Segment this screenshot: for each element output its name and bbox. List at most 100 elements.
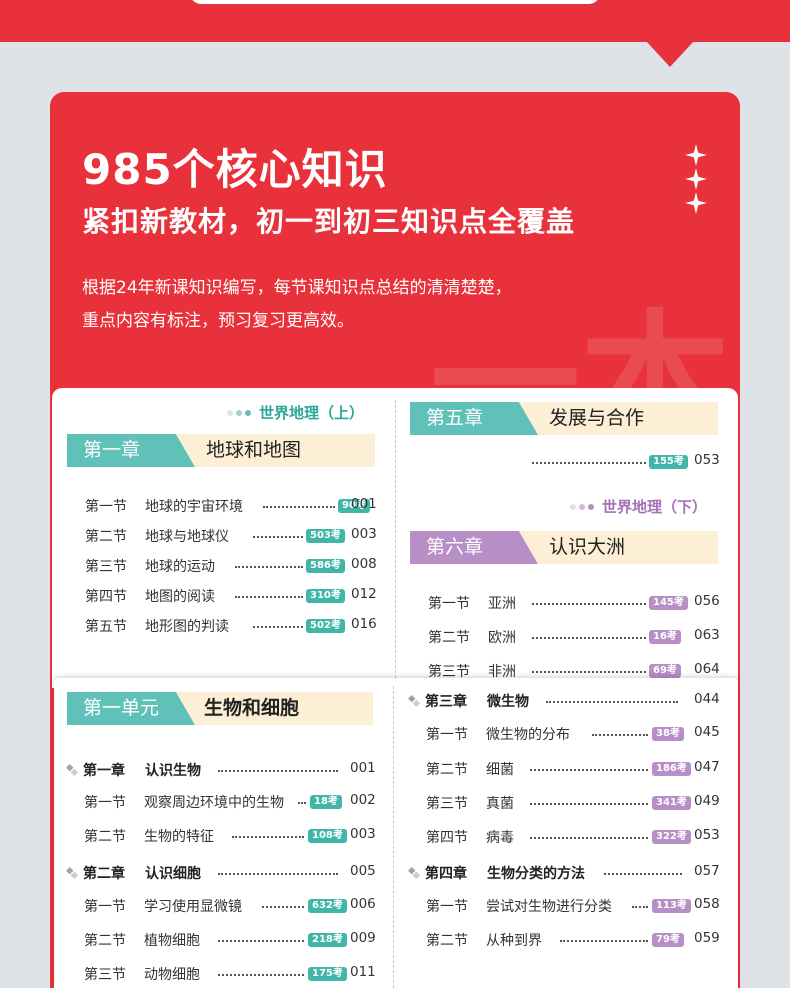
section-name: 植物细胞 <box>144 933 200 949</box>
description-line: 根据24年新课知识编写，每节课知识点总结的清清楚楚， <box>82 278 512 298</box>
dot-leader <box>632 906 648 908</box>
chapter-name: 微生物 <box>487 694 529 710</box>
section-label-geo-down: 世界地理（下） <box>570 496 707 517</box>
page-number: 045 <box>694 724 720 740</box>
section-number: 第二节 <box>428 630 470 646</box>
chapter-row[interactable]: 第二章 认识细胞 005 <box>66 863 376 885</box>
section-name: 微生物的分布 <box>486 727 570 743</box>
page-number: 044 <box>694 691 720 707</box>
page-number: 064 <box>694 661 720 677</box>
dot-leader <box>253 536 303 538</box>
toc-row[interactable]: 第四节 地图的阅读 310考 012 <box>85 586 377 608</box>
page-number: 047 <box>694 759 720 775</box>
chapter-tag: 第六章 <box>410 531 538 564</box>
toc-row[interactable]: 第三节 非洲 69考 064 <box>428 661 720 683</box>
section-number: 第一节 <box>84 899 126 915</box>
toc-row[interactable]: 第一节 地球的宇宙环境 90考 001 <box>85 496 377 518</box>
chapter-header: 第一章 地球和地图 <box>67 434 375 467</box>
toc-row[interactable]: 第一节 尝试对生物进行分类 113考 058 <box>426 896 720 918</box>
section-number: 第三节 <box>85 559 127 575</box>
sparkle-icon <box>685 168 707 190</box>
dot-leader <box>546 701 678 703</box>
toc-row[interactable]: 第一节 观察周边环境中的生物 18考 002 <box>84 792 376 814</box>
headline-description: 根据24年新课知识编写，每节课知识点总结的清清楚楚， 重点内容有标注，预习复习更… <box>82 272 512 338</box>
toc-row[interactable]: 第二节 欧洲 16考 063 <box>428 627 720 649</box>
toc-row[interactable]: 第三节 动物细胞 175考 011 <box>84 964 376 986</box>
toc-row[interactable]: 第四节 病毒 322考 053 <box>426 827 720 849</box>
exam-badge: 90考 <box>338 499 370 513</box>
chapter-number: 第一章 <box>83 763 125 779</box>
section-name: 动物细胞 <box>144 967 200 983</box>
section-name: 欧洲 <box>488 630 516 646</box>
diamond-icon <box>408 695 421 708</box>
chapter-title: 认识大洲 <box>549 536 626 558</box>
geography-toc-panel: 世界地理（上） 第一章 地球和地图 第一节 地球的宇宙环境 90考 001 第二… <box>52 388 738 688</box>
section-name: 亚洲 <box>488 596 516 612</box>
exam-badge: 186考 <box>652 762 691 776</box>
sparkle-icon <box>685 192 707 214</box>
diamond-icon <box>66 867 79 880</box>
section-number: 第二节 <box>85 529 127 545</box>
section-name: 观察周边环境中的生物 <box>144 795 284 811</box>
unit-header: 第一单元 生物和细胞 <box>67 692 373 725</box>
toc-row[interactable]: 155考 053 <box>428 452 720 474</box>
page-number: 009 <box>350 930 376 946</box>
chapter-number: 第三章 <box>425 694 467 710</box>
toc-row[interactable]: 第二节 从种到界 79考 059 <box>426 930 720 952</box>
chapter-name: 认识生物 <box>145 763 201 779</box>
page-number: 003 <box>351 526 377 542</box>
dot-leader <box>530 769 648 771</box>
chapter-row[interactable]: 第三章 微生物 044 <box>408 691 720 713</box>
toc-row[interactable]: 第一节 学习使用显微镜 632考 006 <box>84 896 376 918</box>
exam-badge: 79考 <box>652 933 684 947</box>
page-number: 053 <box>694 452 720 468</box>
toc-row[interactable]: 第二节 细菌 186考 047 <box>426 759 720 781</box>
toc-row[interactable]: 第二节 植物细胞 218考 009 <box>84 930 376 952</box>
toc-row[interactable]: 第一节 微生物的分布 38考 045 <box>426 724 720 746</box>
section-name: 地球的运动 <box>145 559 215 575</box>
chapter-row[interactable]: 第一章 认识生物 001 <box>66 760 376 782</box>
exam-badge: 503考 <box>306 529 345 543</box>
chapter-number: 第四章 <box>425 866 467 882</box>
dot-leader <box>218 974 304 976</box>
dot-leader <box>532 637 646 639</box>
toc-row[interactable]: 第三节 真菌 341考 049 <box>426 793 720 815</box>
headline-title: 985个核心知识 <box>82 145 388 194</box>
toc-row[interactable]: 第二节 地球与地球仪 503考 003 <box>85 526 377 548</box>
section-label-text: 世界地理（下） <box>602 498 708 516</box>
chapter-header: 第六章 认识大洲 <box>410 531 718 564</box>
page-number: 056 <box>694 593 720 609</box>
section-number: 第二节 <box>84 829 126 845</box>
dot-leader <box>218 770 338 772</box>
top-white-pill <box>190 0 600 4</box>
toc-row[interactable]: 第三节 地球的运动 586考 008 <box>85 556 377 578</box>
dot-leader <box>235 566 303 568</box>
chapter-tag: 第一章 <box>67 434 195 467</box>
page-number: 003 <box>350 826 376 842</box>
exam-badge: 175考 <box>308 967 347 981</box>
toc-row[interactable]: 第二节 生物的特征 108考 003 <box>84 826 376 848</box>
unit-tag: 第一单元 <box>67 692 195 725</box>
biology-toc-panel: 第一单元 生物和细胞 第一章 认识生物 001 第一节 观察周边环境中的生物 1… <box>54 678 738 988</box>
dot-leader <box>235 596 303 598</box>
chapter-number: 第二章 <box>83 866 125 882</box>
exam-badge: 341考 <box>652 796 691 810</box>
toc-row[interactable]: 第五节 地形图的判读 502考 016 <box>85 616 377 638</box>
toc-row[interactable]: 第一节 亚洲 145考 056 <box>428 593 720 615</box>
section-name: 学习使用显微镜 <box>144 899 242 915</box>
page-number: 006 <box>350 896 376 912</box>
exam-badge: 632考 <box>308 899 347 913</box>
dot-leader <box>532 462 646 464</box>
section-name: 细菌 <box>486 762 514 778</box>
chapter-name: 生物分类的方法 <box>487 866 585 882</box>
section-name: 地形图的判读 <box>145 619 229 635</box>
page-number: 058 <box>694 896 720 912</box>
top-red-band <box>0 0 790 42</box>
dot-leader <box>532 671 646 673</box>
dot-leader <box>218 873 338 875</box>
exam-badge: 586考 <box>306 559 345 573</box>
chapter-row[interactable]: 第四章 生物分类的方法 057 <box>408 863 720 885</box>
section-number: 第二节 <box>426 762 468 778</box>
dot-leader <box>298 802 306 804</box>
section-number: 第一节 <box>426 727 468 743</box>
